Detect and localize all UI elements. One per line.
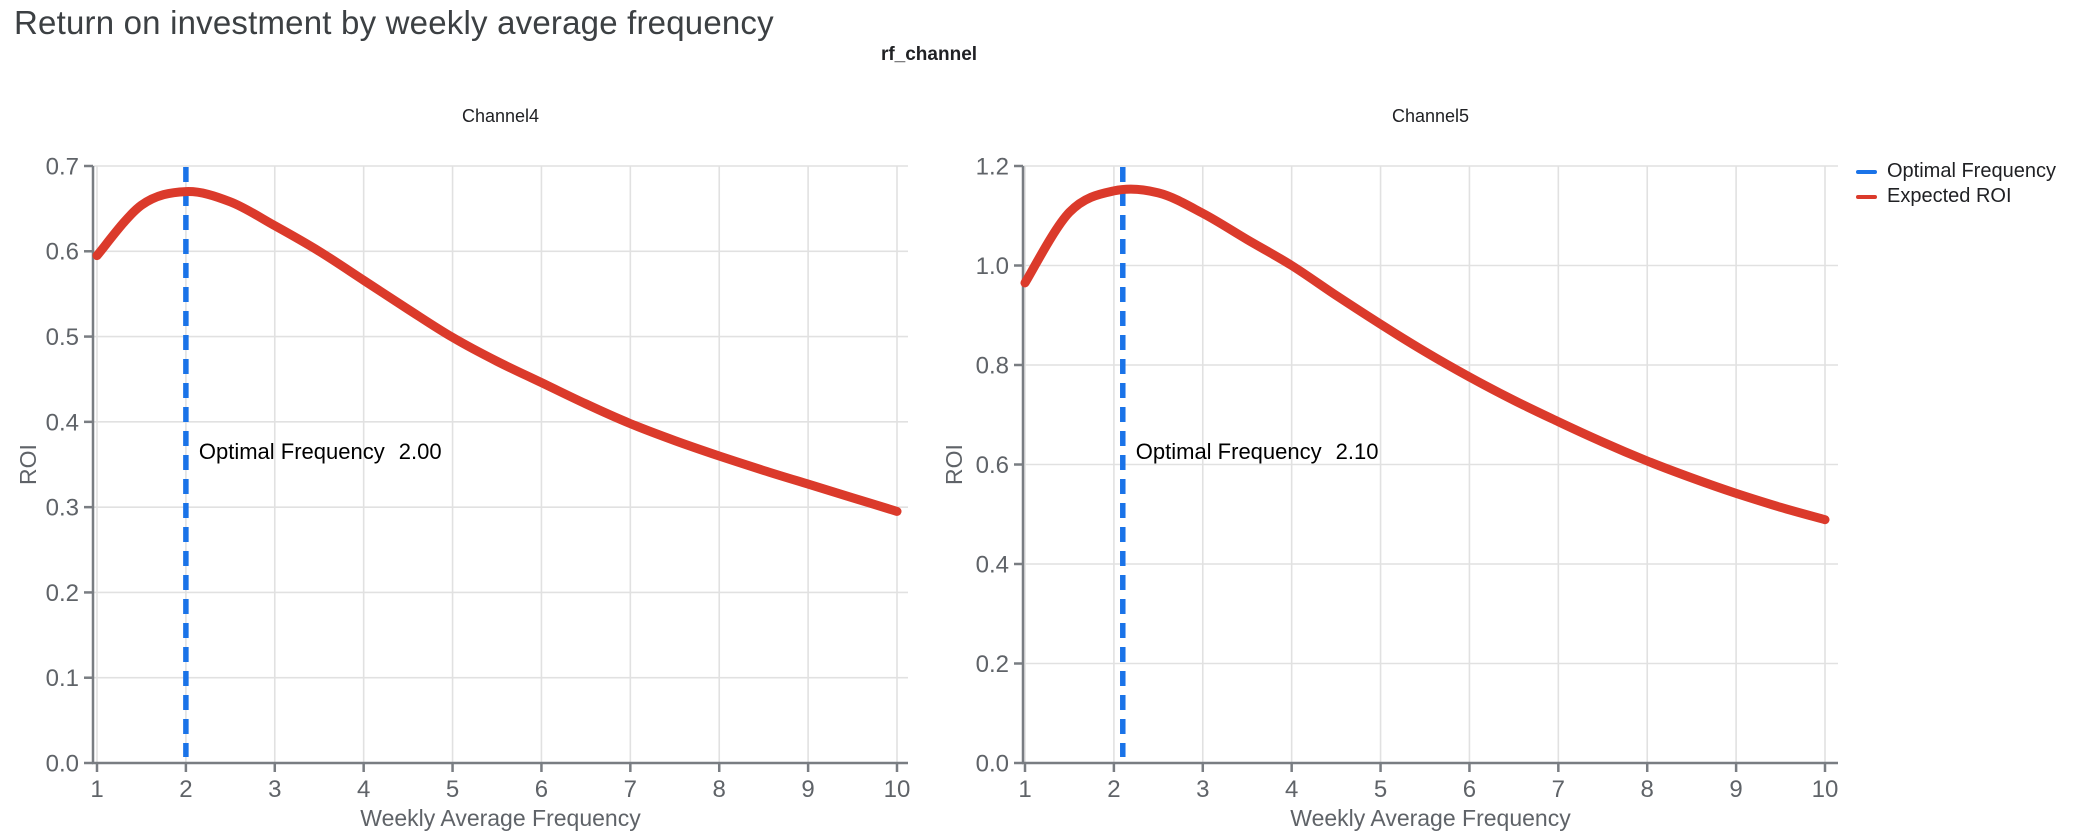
y-tick-label: 0.8 xyxy=(976,352,1009,379)
x-tick-label: 1 xyxy=(1018,776,1031,803)
facet-suptitle: rf_channel xyxy=(880,44,978,65)
subplot-title: Channel4 xyxy=(462,106,539,126)
x-tick-label: 3 xyxy=(1196,776,1209,803)
y-tick-label: 1.2 xyxy=(976,153,1009,180)
optimal-frequency-annotation: Optimal Frequency 2.10 xyxy=(1136,439,1379,464)
y-tick-label: 0.3 xyxy=(46,495,79,522)
y-tick-label: 0.2 xyxy=(976,651,1009,678)
legend-label: Expected ROI xyxy=(1887,185,2012,207)
y-axis-title: ROI xyxy=(941,444,967,485)
x-tick-label: 6 xyxy=(535,776,548,803)
x-tick-label: 6 xyxy=(1463,776,1476,803)
annotation-value: 2.10 xyxy=(1336,439,1379,464)
legend-item-expected-roi: Expected ROI xyxy=(1856,184,2056,209)
annotation-label: Optimal Frequency xyxy=(199,439,385,464)
y-tick-label: 0.2 xyxy=(46,580,79,607)
y-tick-label: 0.6 xyxy=(46,239,79,266)
x-tick-label: 1 xyxy=(90,776,103,803)
page-title: Return on investment by weekly average f… xyxy=(14,4,774,41)
expected-roi-curve xyxy=(92,187,902,516)
expected-roi-line-swatch-icon xyxy=(1856,194,1877,199)
optimal-frequency-line-swatch-icon xyxy=(1856,169,1877,174)
y-tick-label: 0.1 xyxy=(46,665,79,692)
annotation-label: Optimal Frequency xyxy=(1136,439,1322,464)
y-tick-label: 0.6 xyxy=(976,452,1009,479)
y-tick-label: 0.5 xyxy=(46,324,79,351)
x-tick-label: 9 xyxy=(801,776,814,803)
y-tick-label: 0.0 xyxy=(976,750,1009,777)
x-tick-label: 8 xyxy=(1641,776,1654,803)
optimal-frequency-annotation: Optimal Frequency 2.00 xyxy=(199,439,442,464)
x-tick-label: 5 xyxy=(1374,776,1387,803)
x-tick-label: 10 xyxy=(884,776,911,803)
x-tick-label: 4 xyxy=(357,776,370,803)
y-tick-label: 0.4 xyxy=(976,551,1009,578)
x-tick-label: 7 xyxy=(1552,776,1565,803)
y-axis-title: ROI xyxy=(15,444,41,485)
subplot-title: Channel5 xyxy=(1392,106,1469,126)
legend-item-optimal-frequency: Optimal Frequency xyxy=(1856,159,2056,184)
annotation-value: 2.00 xyxy=(399,439,442,464)
x-tick-label: 2 xyxy=(179,776,192,803)
x-tick-label: 8 xyxy=(713,776,726,803)
x-tick-label: 3 xyxy=(268,776,281,803)
legend: Optimal Frequency Expected ROI xyxy=(1856,159,2056,209)
x-tick-label: 7 xyxy=(624,776,637,803)
y-tick-label: 0.7 xyxy=(46,153,79,180)
x-tick-label: 5 xyxy=(446,776,459,803)
x-axis-title: Weekly Average Frequency xyxy=(1290,805,1571,831)
legend-label: Optimal Frequency xyxy=(1887,160,2056,182)
y-tick-label: 0.4 xyxy=(46,409,79,436)
y-tick-label: 1.0 xyxy=(976,253,1009,280)
x-axis-title: Weekly Average Frequency xyxy=(360,805,641,831)
x-tick-label: 4 xyxy=(1285,776,1298,803)
expected-roi-curve xyxy=(1020,184,1830,525)
x-tick-label: 2 xyxy=(1107,776,1120,803)
x-tick-label: 9 xyxy=(1729,776,1742,803)
y-tick-label: 0.0 xyxy=(46,750,79,777)
x-tick-label: 10 xyxy=(1812,776,1839,803)
